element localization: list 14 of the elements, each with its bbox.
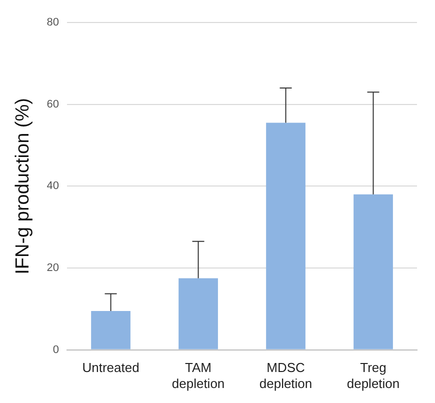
x-tick-label: Untreated (82, 360, 140, 376)
bar (91, 310, 130, 350)
y-tick-label: 40 (46, 180, 60, 192)
bar (178, 278, 218, 350)
x-tick-label: Treg depletion (346, 360, 400, 391)
y-tick-label: 60 (46, 98, 60, 110)
x-tick-label: MDSC depletion (259, 360, 312, 391)
bar (354, 194, 393, 350)
y-tick-label: 20 (46, 262, 60, 274)
y-axis-title: IFN-g production (%) (12, 98, 34, 274)
bar (266, 122, 306, 350)
y-tick-label: 80 (46, 16, 60, 29)
x-tick-label: TAM depletion (172, 360, 225, 391)
y-tick-label: 0 (52, 344, 60, 356)
